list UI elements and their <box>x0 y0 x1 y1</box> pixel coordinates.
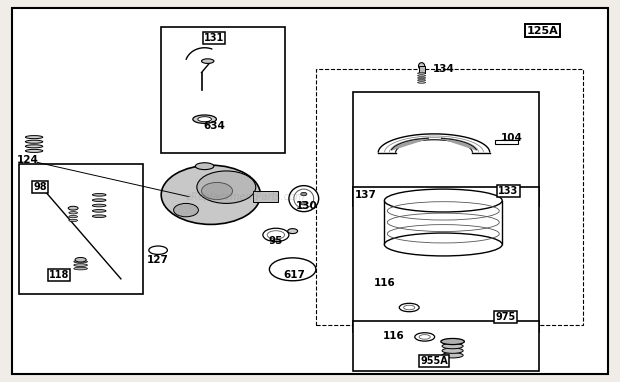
Text: 975: 975 <box>495 312 515 322</box>
Ellipse shape <box>174 203 198 217</box>
Text: 131: 131 <box>204 33 224 43</box>
Ellipse shape <box>161 165 260 224</box>
Text: 134: 134 <box>432 64 454 74</box>
Ellipse shape <box>289 186 319 212</box>
Ellipse shape <box>418 75 425 76</box>
Ellipse shape <box>149 246 167 254</box>
Ellipse shape <box>269 258 316 281</box>
Polygon shape <box>441 138 477 150</box>
Ellipse shape <box>442 343 463 349</box>
Ellipse shape <box>68 206 78 210</box>
Ellipse shape <box>415 333 435 341</box>
Ellipse shape <box>193 115 216 123</box>
Text: 634: 634 <box>203 121 225 131</box>
Text: 955A: 955A <box>420 356 448 366</box>
Ellipse shape <box>92 209 106 212</box>
Bar <box>353 187 539 332</box>
Ellipse shape <box>195 163 214 170</box>
Text: 104: 104 <box>500 133 523 142</box>
Ellipse shape <box>92 204 106 207</box>
Ellipse shape <box>69 212 78 214</box>
Ellipse shape <box>92 193 106 196</box>
Ellipse shape <box>288 228 298 233</box>
Text: 137: 137 <box>355 190 377 200</box>
Text: 116: 116 <box>373 278 396 288</box>
Ellipse shape <box>197 171 256 203</box>
Text: 133: 133 <box>498 186 518 196</box>
Ellipse shape <box>404 305 415 310</box>
Ellipse shape <box>441 338 464 345</box>
Ellipse shape <box>25 145 43 148</box>
Ellipse shape <box>75 257 86 262</box>
Ellipse shape <box>74 267 87 270</box>
Text: 124: 124 <box>17 155 39 165</box>
Ellipse shape <box>294 189 314 208</box>
Text: 127: 127 <box>147 255 169 265</box>
Ellipse shape <box>69 215 78 218</box>
Ellipse shape <box>384 189 502 212</box>
Text: 130: 130 <box>296 201 318 211</box>
Text: 617: 617 <box>283 270 306 280</box>
Ellipse shape <box>69 219 78 222</box>
Text: 118: 118 <box>49 270 69 280</box>
Bar <box>353 321 539 371</box>
Bar <box>418 66 425 73</box>
Ellipse shape <box>202 182 232 199</box>
Bar <box>161 27 285 153</box>
Ellipse shape <box>442 353 463 358</box>
Ellipse shape <box>418 82 425 83</box>
Bar <box>316 69 583 325</box>
Ellipse shape <box>267 231 285 239</box>
Ellipse shape <box>301 193 307 196</box>
Ellipse shape <box>399 303 419 312</box>
Text: 98: 98 <box>33 182 47 192</box>
Ellipse shape <box>25 149 43 152</box>
Ellipse shape <box>418 73 425 74</box>
Bar <box>19 164 143 294</box>
Ellipse shape <box>263 228 289 242</box>
Ellipse shape <box>25 140 43 143</box>
Ellipse shape <box>92 199 106 202</box>
Bar <box>253 191 278 202</box>
Ellipse shape <box>384 233 502 256</box>
Ellipse shape <box>202 59 214 63</box>
Ellipse shape <box>92 215 106 217</box>
Ellipse shape <box>301 202 307 205</box>
Bar <box>353 92 539 206</box>
Ellipse shape <box>418 79 425 81</box>
Bar <box>495 140 518 144</box>
Ellipse shape <box>442 348 463 353</box>
Ellipse shape <box>418 77 425 79</box>
Text: 95: 95 <box>268 236 283 246</box>
Ellipse shape <box>74 264 87 267</box>
Text: 116: 116 <box>383 331 405 341</box>
Polygon shape <box>391 138 428 150</box>
Text: eReplacementParts.com: eReplacementParts.com <box>185 192 304 202</box>
Ellipse shape <box>442 339 463 344</box>
Ellipse shape <box>418 63 425 70</box>
Ellipse shape <box>198 117 211 121</box>
Ellipse shape <box>419 335 430 339</box>
Ellipse shape <box>25 136 43 139</box>
Ellipse shape <box>74 261 87 263</box>
Text: 125A: 125A <box>526 26 559 36</box>
